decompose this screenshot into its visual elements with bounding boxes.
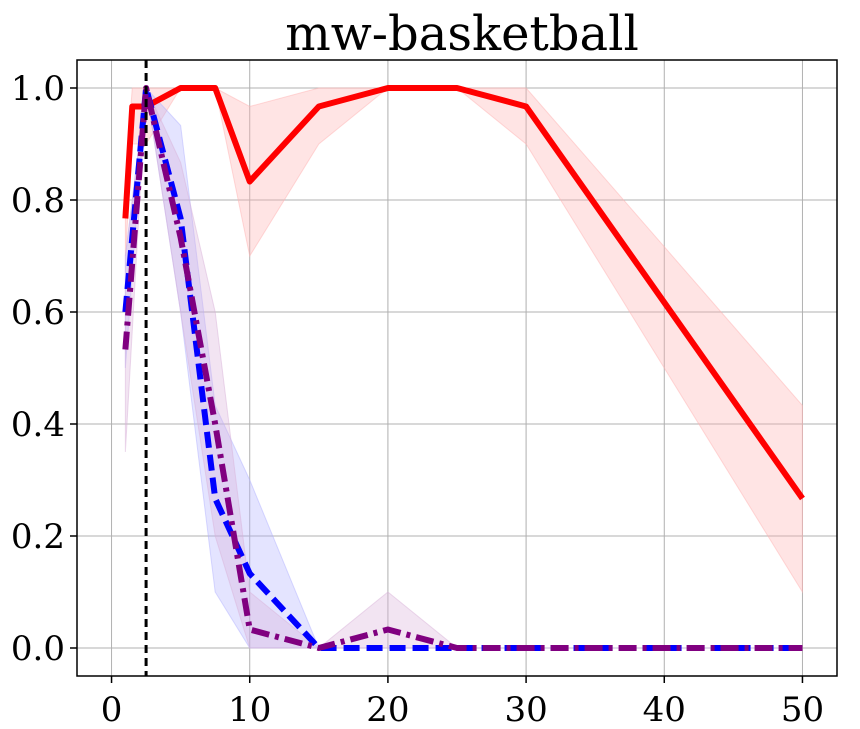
y-tick-label: 1.0 [11,69,65,109]
y-tick-label: 0.6 [11,293,65,333]
x-tick-label: 0 [101,690,123,729]
x-tick-label: 10 [228,690,271,729]
x-tick-label: 50 [781,690,824,729]
x-tick-label: 20 [366,690,409,729]
plot-frame [76,59,838,677]
series-lines [122,85,805,651]
x-tick-label: 40 [643,690,686,729]
y-tick-label: 0.4 [11,405,65,445]
axis-ticks: 0 10 20 30 40 50 0.0 0.2 0.4 0.6 0.8 1.0 [11,69,824,729]
confidence-bands [124,86,803,649]
x-tick-label: 30 [504,690,547,729]
chart-title: mw-basketball [285,6,639,62]
series-line-1 [122,85,805,501]
y-tick-label: 0.0 [11,629,65,669]
series-line-3 [122,85,803,651]
y-tick-label: 0.2 [11,517,65,557]
y-tick-label: 0.8 [11,181,65,221]
